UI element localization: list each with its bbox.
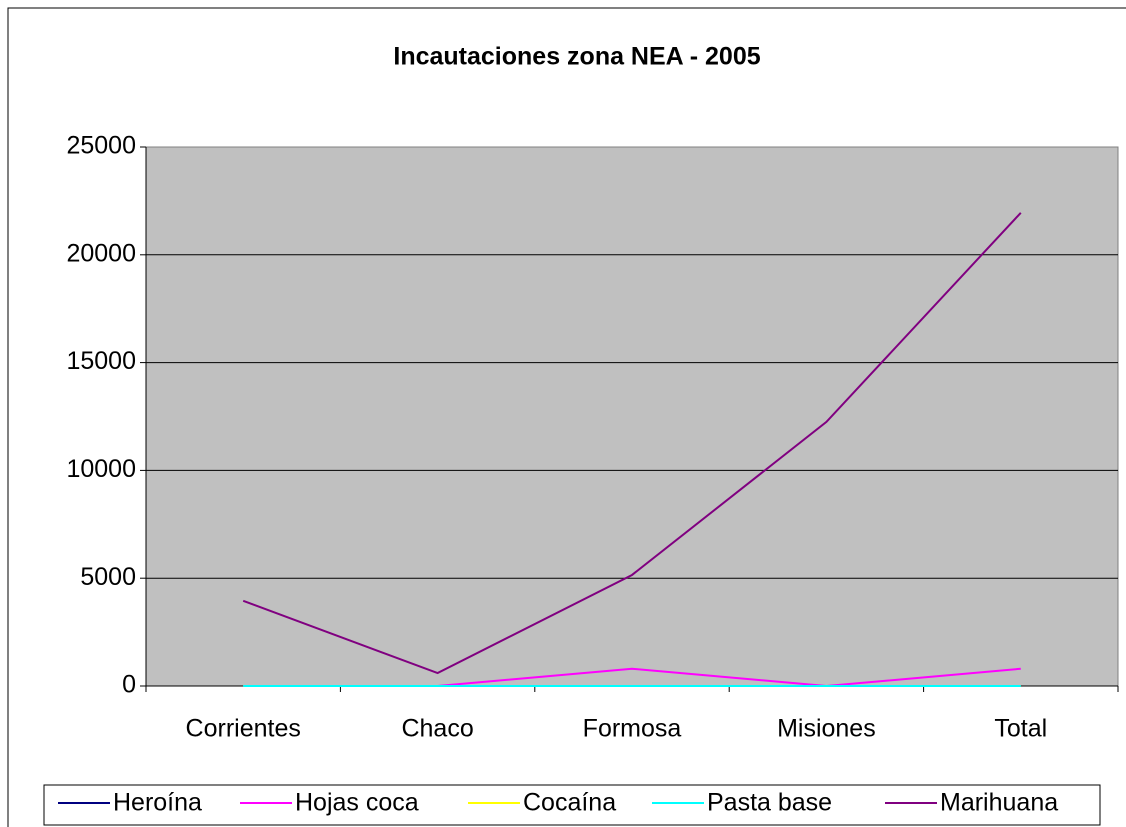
legend-label: Heroína <box>113 789 202 817</box>
chart-title: Incautaciones zona NEA - 2005 <box>393 43 760 71</box>
legend-label: Pasta base <box>707 789 832 817</box>
y-tick-label: 20000 <box>66 239 136 267</box>
x-tick-label: Formosa <box>583 715 682 743</box>
y-tick-label: 25000 <box>66 132 136 160</box>
x-tick-label: Misiones <box>777 715 876 743</box>
y-tick-label: 15000 <box>66 347 136 375</box>
y-tick-label: 10000 <box>66 455 136 483</box>
y-tick-label: 0 <box>122 671 136 699</box>
x-tick-label: Chaco <box>401 715 473 743</box>
y-tick-label: 5000 <box>80 563 136 591</box>
legend-label: Cocaína <box>523 789 616 817</box>
plot-area <box>145 146 1119 687</box>
series-line <box>242 212 1022 675</box>
legend-label: Hojas coca <box>295 789 419 817</box>
x-tick-label: Corrientes <box>186 715 301 743</box>
x-tick-label: Total <box>994 715 1047 743</box>
legend <box>43 784 1101 826</box>
legend-label: Marihuana <box>940 789 1058 817</box>
